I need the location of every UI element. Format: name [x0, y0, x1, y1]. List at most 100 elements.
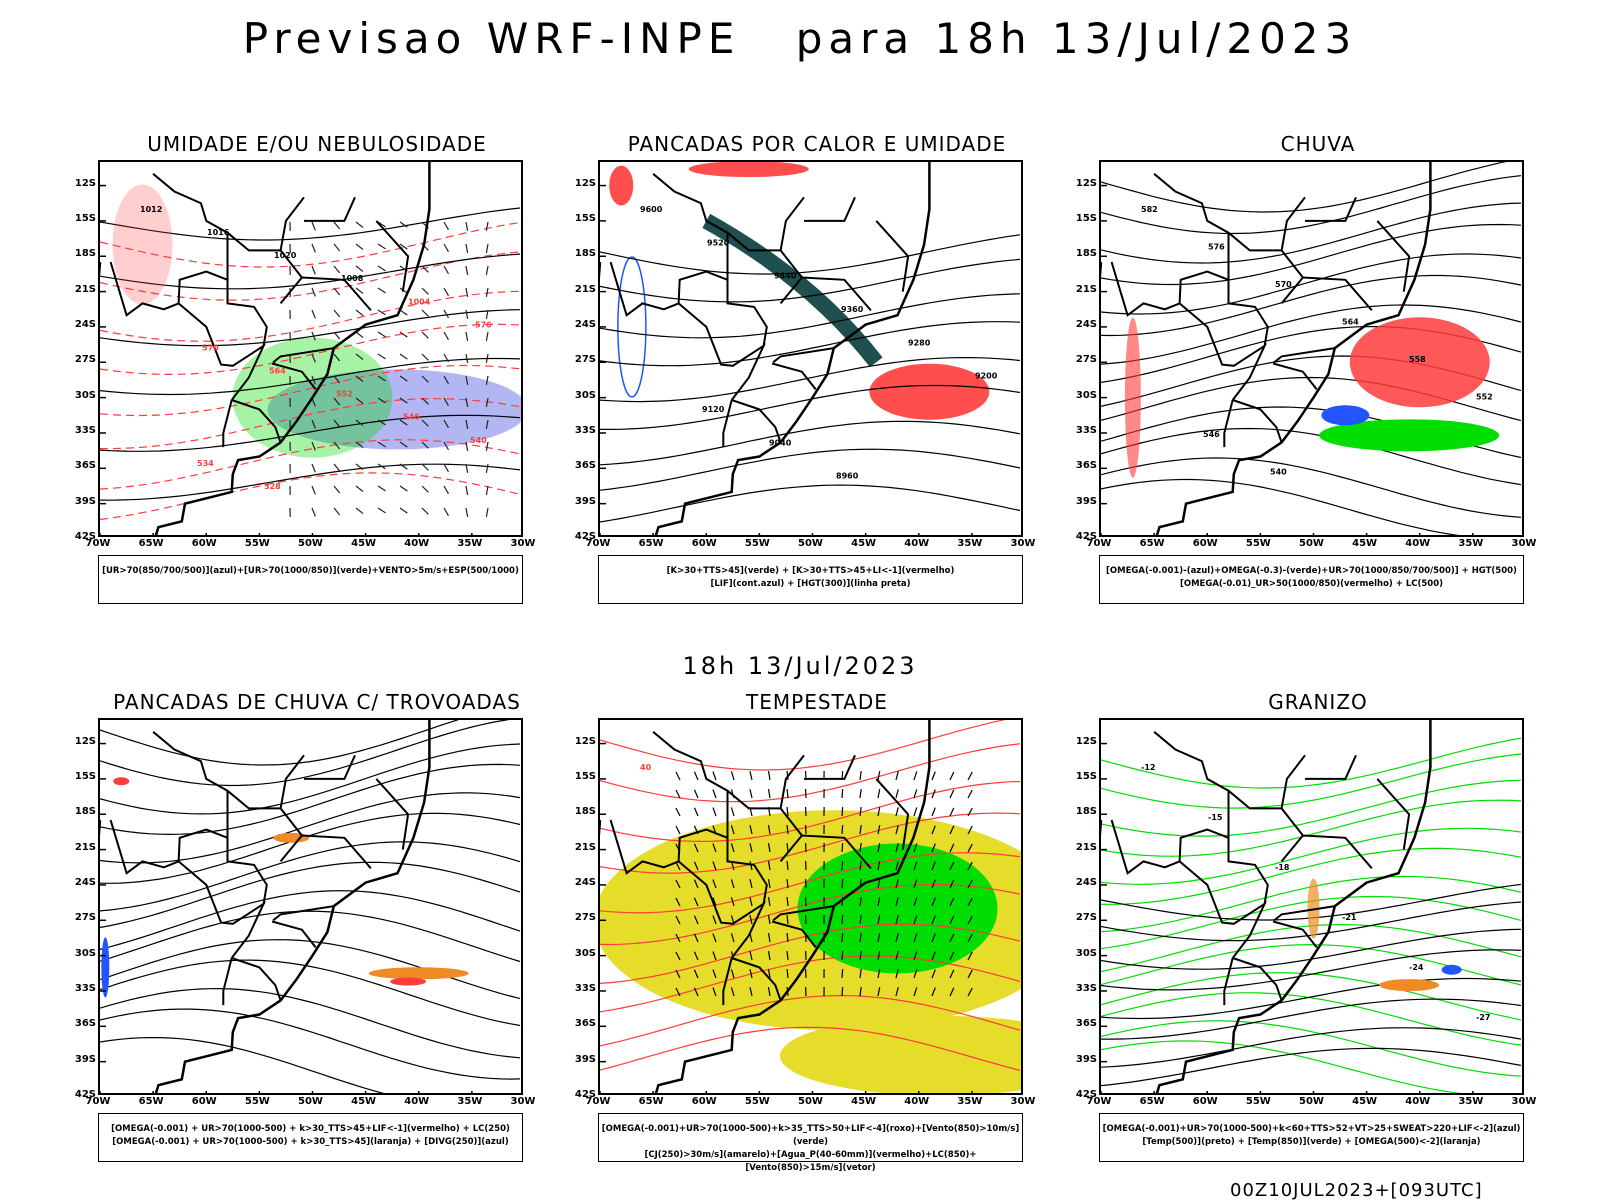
temp-850-contour [1101, 780, 1521, 836]
temp-850-contour [1101, 993, 1521, 1045]
temp-850-contour [1101, 1021, 1521, 1076]
contour-label: 1004 [408, 297, 431, 306]
divergence-blue-area [101, 937, 109, 997]
lon-tick-label: 30W [1509, 538, 1539, 549]
streamline [100, 793, 520, 863]
wind-vector [842, 843, 843, 852]
instability-red-area [869, 364, 989, 420]
country-state-border [153, 732, 227, 838]
country-state-border [1282, 808, 1303, 835]
lon-tick-label: 55W [742, 538, 772, 549]
wind-vector [750, 789, 752, 798]
contour-label: 528 [264, 482, 281, 491]
lat-tick-label: 33S [1071, 425, 1097, 436]
streamline [100, 1009, 520, 1079]
wind-vector [486, 464, 488, 473]
country-state-border [1229, 197, 1306, 250]
contour-label: 582 [1141, 205, 1158, 214]
legend-line: [OMEGA(-0.001)+UR>70(1000-500)+k>35_TTS>… [599, 1123, 1022, 1149]
wind-vector [896, 771, 898, 780]
contour-label: 1016 [207, 228, 230, 237]
wind-vector [466, 266, 468, 275]
wind-vector [466, 508, 468, 517]
streamline [100, 720, 520, 765]
contour-label: 552 [336, 390, 353, 399]
contour-label: -12 [1141, 763, 1155, 772]
temp-850-contour [1101, 738, 1521, 788]
contour-label: 576 [475, 320, 492, 329]
wind-vector [400, 310, 407, 315]
wind-vector [486, 244, 488, 253]
wind-vector [378, 244, 386, 249]
lon-tick-label: 45W [849, 1096, 879, 1107]
wind-vector [676, 772, 680, 780]
lat-tick-label: 15S [570, 213, 596, 224]
legend-line: [UR>70(850/700/500)](azul)+[UR>70(1000/8… [99, 565, 522, 578]
contour-label: 9520 [707, 238, 730, 247]
wind-vector [486, 222, 488, 231]
thunderstorm-red-area [390, 978, 426, 986]
lon-tick-label: 55W [742, 1096, 772, 1107]
lat-tick-label: 39S [1071, 1054, 1097, 1065]
wind-vector [466, 442, 468, 451]
country-state-border [223, 958, 231, 1005]
wind-vector [842, 969, 843, 978]
wind-vector [842, 825, 843, 834]
wind-vector [444, 310, 448, 318]
lon-tick-label: 40W [902, 538, 932, 549]
contour-label: 552 [1476, 393, 1493, 402]
lon-tick-label: 70W [1084, 538, 1114, 549]
wind-vector [676, 790, 680, 798]
lon-tick-label: 30W [1509, 1096, 1539, 1107]
country-state-border [1377, 779, 1409, 850]
panel-title: TEMPESTADE [570, 690, 1040, 714]
lat-tick-label: 18S [1071, 806, 1097, 817]
country-state-border [1305, 755, 1356, 779]
country-state-border [723, 400, 731, 447]
lon-tick-label: 30W [1008, 1096, 1038, 1107]
wind-vector [769, 771, 770, 780]
contour-label: 570 [1275, 280, 1292, 289]
lon-tick-label: 65W [636, 1096, 666, 1107]
country-state-border [272, 922, 316, 948]
contour-label: 40 [640, 763, 652, 772]
wind-vector [378, 354, 386, 359]
wind-vector [444, 464, 448, 472]
wind-vector [334, 332, 340, 339]
contour-label: 534 [197, 459, 214, 468]
lat-tick-label: 27S [1071, 912, 1097, 923]
contour-label: 8960 [836, 472, 859, 481]
wind-vector [334, 266, 340, 273]
wind-vector [731, 771, 734, 780]
wind-vector [312, 222, 315, 230]
lat-tick-label: 30S [570, 948, 596, 959]
omega-orange-area [1379, 979, 1439, 991]
lat-tick-label: 24S [70, 319, 96, 330]
lat-tick-label: 33S [570, 983, 596, 994]
lon-tick-label: 70W [583, 1096, 613, 1107]
lat-tick-label: 15S [70, 771, 96, 782]
lon-tick-label: 60W [689, 538, 719, 549]
lif-contour [618, 257, 646, 397]
lon-tick-label: 50W [296, 1096, 326, 1107]
instability-red-area [689, 162, 809, 177]
lon-tick-label: 50W [796, 538, 826, 549]
wind-vector [787, 789, 788, 798]
contour-label: 9200 [975, 372, 998, 381]
lon-tick-label: 35W [955, 538, 985, 549]
wind-vector [842, 951, 843, 960]
row-date-label: 18h 13/Jul/2023 [0, 652, 1600, 680]
country-state-border [223, 400, 231, 447]
wind-vector [312, 508, 315, 516]
contour-label: 558 [1409, 355, 1426, 364]
temp-500-contour [1101, 1048, 1521, 1085]
contour-label: -21 [1342, 913, 1357, 922]
wind-vector [842, 987, 843, 996]
wind-vector [356, 508, 363, 514]
wind-vector [400, 508, 407, 513]
contour-label: -15 [1208, 813, 1223, 822]
wind-vector [486, 354, 488, 363]
